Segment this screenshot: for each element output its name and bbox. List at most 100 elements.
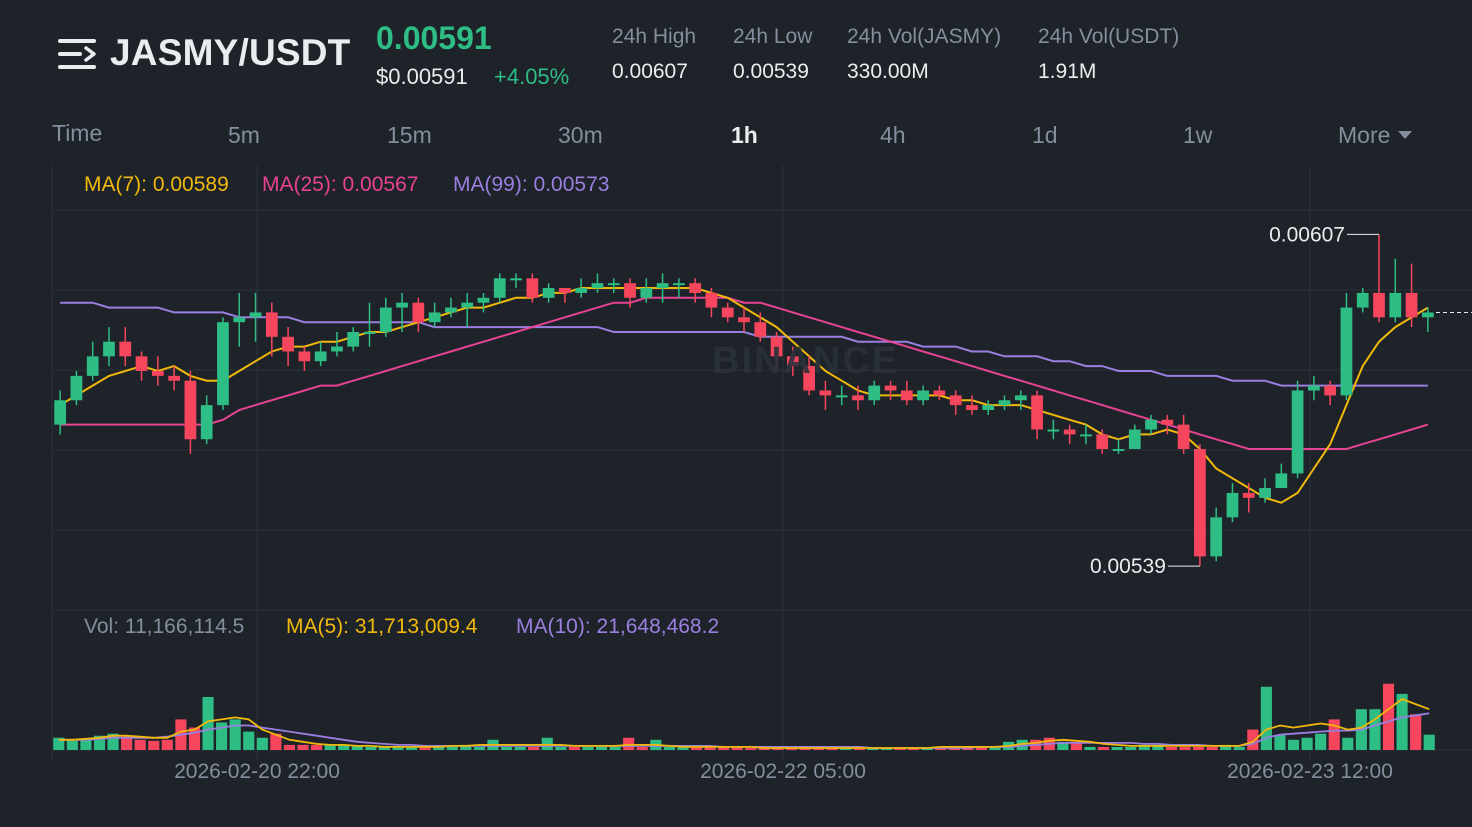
volume-bar [677,746,689,750]
candle-up [998,400,1011,406]
candles [54,234,1434,567]
volume-bar [908,747,920,750]
candle-down [900,390,913,401]
candle-up [461,302,474,308]
candle-up [1340,307,1353,396]
volume-bar [243,731,255,750]
volume-bar [867,747,879,750]
candle-up [314,351,327,362]
volume-bar [311,744,323,750]
candle-down [705,292,718,308]
low-marker-label: 0.00539 [1090,555,1166,578]
volume-bar [813,747,825,750]
volume-bar [1084,746,1096,750]
volume-bar [1315,733,1327,750]
tab-more[interactable]: More [1338,122,1413,149]
volume-bar [134,739,146,750]
candle-down [1063,429,1076,435]
time-axis: 2026-02-20 22:00 2026-02-22 05:00 2026-02-… [174,760,1393,783]
volume-bar [338,744,350,750]
volume-bar [93,735,106,750]
candle-down [884,385,897,391]
volume-bar [799,747,811,750]
candle-up [673,283,685,286]
tab-4h[interactable]: 4h [880,122,906,148]
volume-bar [107,733,119,750]
volume-bar [188,727,201,750]
candle-down [526,278,539,298]
volume-bar [609,746,621,750]
volume-bar [541,737,553,750]
legend-ma99: MA(99): 0.00573 [453,173,610,196]
candle-up [1389,292,1402,318]
volume-bar [921,747,933,750]
candle-up [1259,488,1271,498]
volume-bar [636,746,648,750]
tab-15m[interactable]: 15m [387,122,432,148]
candle-up [233,317,246,323]
candle-up [86,356,99,376]
volume-bar [989,746,1001,750]
volume-bar [324,744,336,750]
stat-24h-low-label: 24h Low [733,25,813,48]
volume-bar [772,747,784,750]
candle-up [347,331,360,347]
candle-up [379,307,392,332]
volume-bar [80,739,92,750]
candle-down [949,395,962,406]
pair-title[interactable]: JASMY/USDT [110,32,351,73]
chart-grid [51,165,1472,760]
candle-down [265,312,278,337]
chevron-down-icon [1398,130,1413,139]
volume-bar [595,746,608,750]
volume-bar [704,746,716,750]
volume-bar [446,746,458,750]
time-axis-label: 2026-02-22 05:00 [700,760,866,783]
tab-1h[interactable]: 1h [731,122,758,148]
interval-tabs: Time 5m 15m 30m 1h 4h 1d 1w More [0,110,1472,160]
menu-icon[interactable] [56,36,98,72]
candle-up [607,283,620,286]
candle-up [1226,492,1239,518]
candle-up [493,278,506,298]
candle-down [135,356,148,371]
tab-1d[interactable]: 1d [1032,122,1058,148]
volume-bar [731,746,743,750]
tab-5m[interactable]: 5m [228,122,260,148]
stat-24h-vol-base-value: 330.00M [847,60,929,83]
volume-bar [1396,693,1408,750]
volume-bar [1260,686,1272,750]
candle-down [721,307,734,318]
volume-bar [1138,744,1150,750]
candle-up [1275,473,1288,489]
volume-bar [1342,737,1354,750]
legend-ma7: MA(7): 0.00589 [84,173,229,196]
tab-time[interactable]: Time [52,120,103,146]
volume-bar [1382,683,1395,750]
candle-down [624,283,636,298]
candle-up [917,390,929,401]
candle-down [168,375,180,381]
volume-bar [1287,739,1300,750]
candle-up [982,405,995,410]
volume-bar [880,747,893,750]
tab-1w[interactable]: 1w [1183,122,1213,148]
volume-bar [582,746,594,750]
volume-ma5-line [58,697,1430,749]
legend-ma25: MA(25): 0.00567 [262,173,419,196]
candle-down [966,405,978,410]
tab-30m[interactable]: 30m [558,122,603,148]
volume-bar [500,746,513,750]
ma25-line [60,296,1429,450]
watermark: BINANCE [712,340,900,382]
volume-ma-lines [58,697,1430,749]
volume-bar [1125,746,1137,750]
candle-down [803,366,815,391]
volume-bar [1301,737,1313,750]
volume-bar [623,737,635,750]
volume-bar [1328,719,1340,750]
stat-24h-vol-base-label: 24h Vol(JASMY) [847,25,1002,48]
time-axis-label: 2026-02-23 12:00 [1227,760,1393,783]
candle-down [559,288,571,293]
